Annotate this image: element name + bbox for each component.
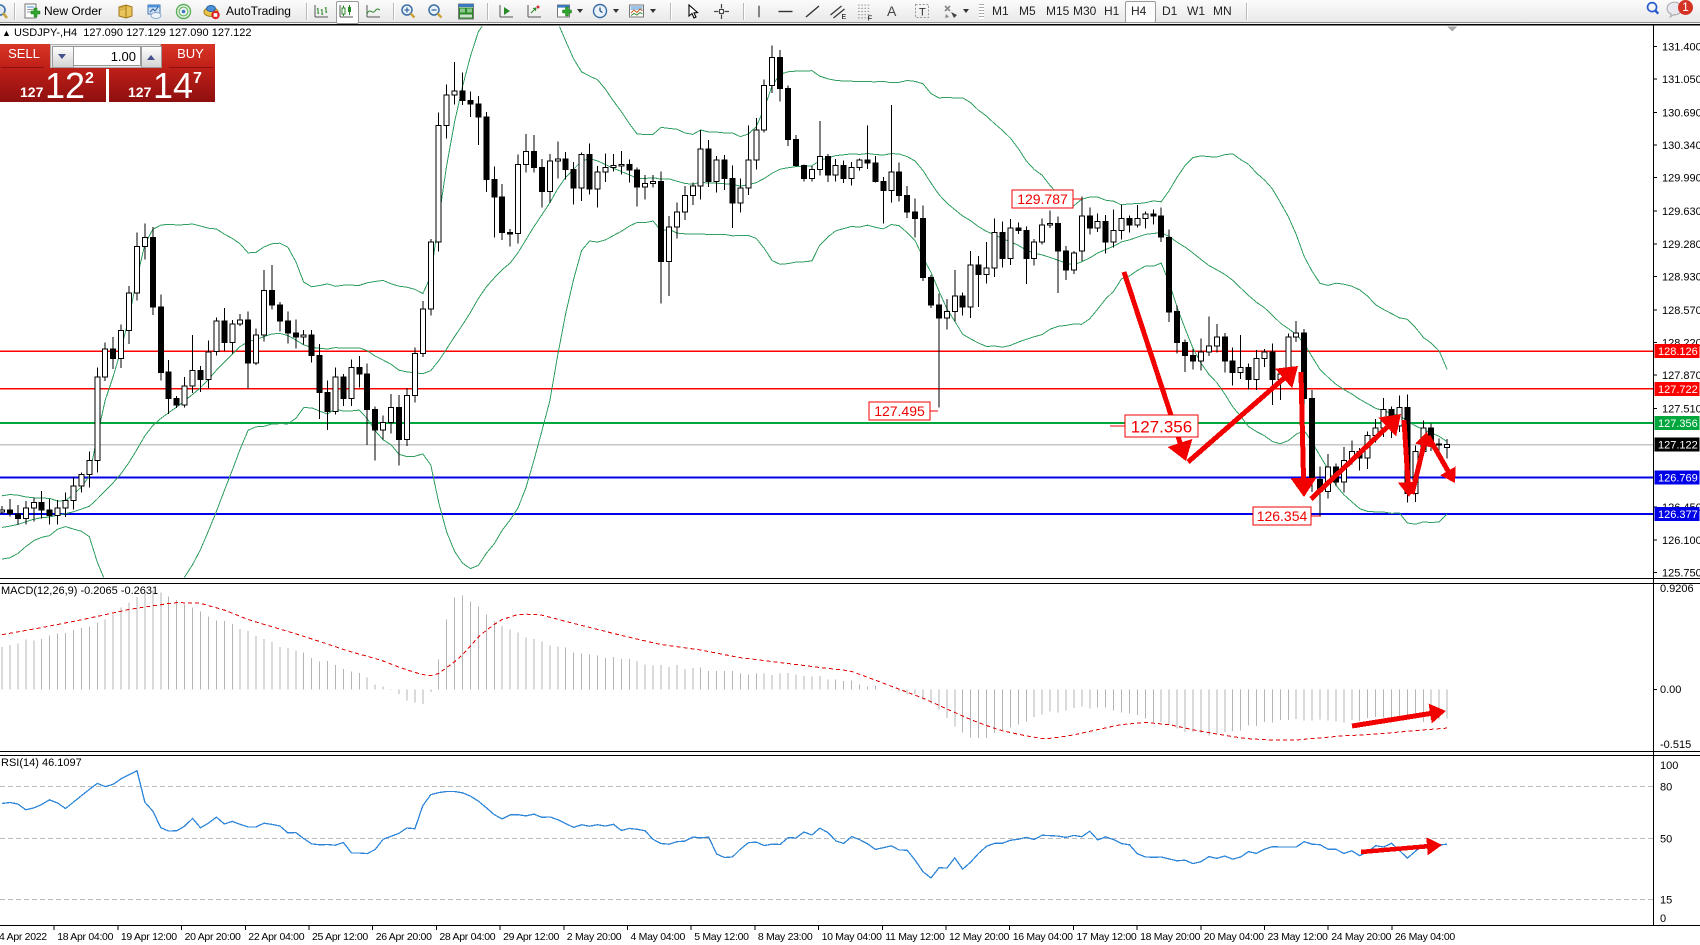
svg-text:130.340: 130.340 (1662, 140, 1700, 152)
svg-text:MACD(12,26,9) -0.2065 -0.2631: MACD(12,26,9) -0.2065 -0.2631 (1, 585, 158, 597)
svg-text:20 Apr 20:00: 20 Apr 20:00 (185, 931, 241, 943)
svg-text:22 Apr 04:00: 22 Apr 04:00 (248, 931, 304, 943)
svg-text:127.356: 127.356 (1658, 418, 1698, 430)
svg-text:20 May 04:00: 20 May 04:00 (1204, 931, 1264, 943)
svg-text:24 May 20:00: 24 May 20:00 (1331, 931, 1391, 943)
svg-text:26 Apr 20:00: 26 Apr 20:00 (376, 931, 432, 943)
svg-text:8 May 23:00: 8 May 23:00 (758, 931, 813, 943)
svg-text:129.787: 129.787 (1017, 191, 1068, 207)
svg-text:0.00: 0.00 (1660, 684, 1681, 696)
svg-text:126.377: 126.377 (1658, 509, 1698, 521)
svg-text:127.722: 127.722 (1658, 384, 1698, 396)
svg-text:5 May 12:00: 5 May 12:00 (694, 931, 749, 943)
svg-text:T: T (919, 7, 926, 19)
svg-text:50: 50 (1660, 834, 1672, 846)
svg-text:25 Apr 12:00: 25 Apr 12:00 (312, 931, 368, 943)
svg-text:28 Apr 04:00: 28 Apr 04:00 (439, 931, 495, 943)
svg-text:127.510: 127.510 (1662, 404, 1700, 416)
svg-text:129.630: 129.630 (1662, 206, 1700, 218)
svg-text:126.354: 126.354 (1257, 508, 1308, 524)
svg-text:126.769: 126.769 (1658, 473, 1698, 485)
svg-text:14 Apr 2022: 14 Apr 2022 (0, 931, 47, 943)
svg-text:2 May 20:00: 2 May 20:00 (567, 931, 622, 943)
svg-text:18 Apr 04:00: 18 Apr 04:00 (57, 931, 113, 943)
svg-text:128.930: 128.930 (1662, 271, 1700, 283)
svg-text:127.495: 127.495 (874, 403, 925, 419)
svg-text:26 May 04:00: 26 May 04:00 (1395, 931, 1455, 943)
svg-text:80: 80 (1660, 781, 1672, 793)
svg-text:23 May 12:00: 23 May 12:00 (1268, 931, 1328, 943)
svg-text:18 May 20:00: 18 May 20:00 (1140, 931, 1200, 943)
svg-text:131.050: 131.050 (1662, 74, 1700, 86)
svg-text:100: 100 (1660, 760, 1678, 772)
svg-text:125.750: 125.750 (1662, 567, 1700, 579)
svg-text:129.280: 129.280 (1662, 239, 1700, 251)
svg-text:16 May 04:00: 16 May 04:00 (1013, 931, 1073, 943)
svg-text:15: 15 (1660, 894, 1672, 906)
svg-text:131.400: 131.400 (1662, 41, 1700, 53)
svg-text:128.126: 128.126 (1658, 346, 1698, 358)
svg-text:129.990: 129.990 (1662, 173, 1700, 185)
svg-text:10 May 04:00: 10 May 04:00 (822, 931, 882, 943)
svg-text:12 May 20:00: 12 May 20:00 (949, 931, 1009, 943)
svg-text:130.690: 130.690 (1662, 108, 1700, 120)
svg-text:128.570: 128.570 (1662, 305, 1700, 317)
svg-text:0: 0 (1660, 913, 1666, 925)
svg-text:29 Apr 12:00: 29 Apr 12:00 (503, 931, 559, 943)
svg-text:127.356: 127.356 (1131, 418, 1192, 437)
svg-text:4 May 04:00: 4 May 04:00 (631, 931, 686, 943)
svg-text:11 May 12:00: 11 May 12:00 (885, 931, 945, 943)
svg-text:19 Apr 12:00: 19 Apr 12:00 (121, 931, 177, 943)
svg-text:127.122: 127.122 (1658, 440, 1698, 452)
svg-text:126.100: 126.100 (1662, 535, 1700, 547)
svg-text:17 May 12:00: 17 May 12:00 (1076, 931, 1136, 943)
svg-text:-0.515: -0.515 (1660, 739, 1691, 751)
svg-text:127.870: 127.870 (1662, 370, 1700, 382)
svg-text:RSI(14) 46.1097: RSI(14) 46.1097 (1, 757, 82, 769)
svg-text:F: F (868, 13, 873, 21)
svg-text:0.9206: 0.9206 (1660, 583, 1694, 595)
svg-text:E: E (842, 14, 847, 20)
